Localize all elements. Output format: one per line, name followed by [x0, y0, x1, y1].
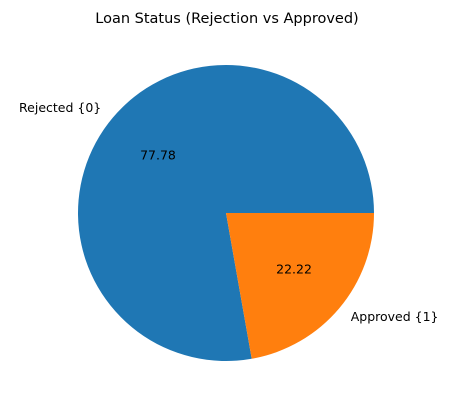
chart-title: Loan Status (Rejection vs Approved) [95, 11, 358, 27]
slice-percent-0: 77.78 [140, 147, 176, 162]
pie-slices [78, 65, 375, 362]
slice-percent-1: 22.22 [276, 262, 312, 277]
pie-labels: Rejected {0} 77.78 Approved {1} 22.22 [19, 100, 438, 324]
pie-slice-1 [226, 213, 374, 359]
slice-label-0: Rejected {0} [19, 100, 101, 115]
slice-label-1: Approved {1} [351, 309, 439, 324]
pie-slice-0 [78, 65, 375, 362]
